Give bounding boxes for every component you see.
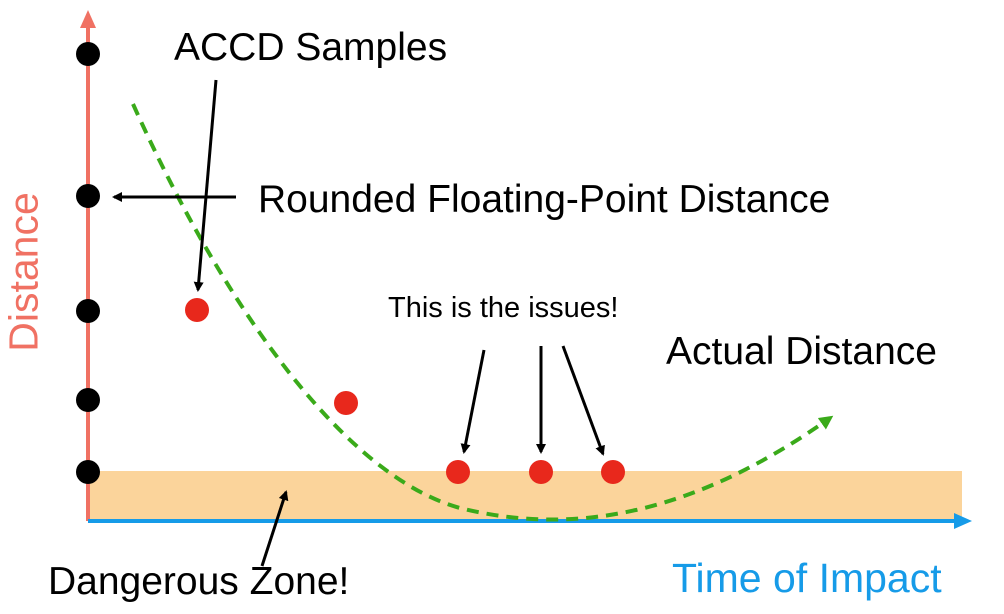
issue-arrow-left bbox=[460, 349, 486, 454]
rounded-distance-dot bbox=[76, 299, 100, 323]
accd-sample-dot bbox=[334, 391, 358, 415]
accd-samples-label: ACCD Samples bbox=[174, 26, 448, 69]
rounded-distance-label: Rounded Floating-Point Distance bbox=[258, 178, 831, 221]
dangerous-zone-arrow bbox=[260, 490, 289, 567]
issue-arrow-right bbox=[561, 345, 605, 456]
rounded-distance-dot bbox=[76, 42, 100, 66]
accd-sample-dot bbox=[601, 460, 625, 484]
dangerous-zone-label: Dangerous Zone! bbox=[48, 560, 350, 603]
y-axis-label: Distance bbox=[0, 192, 47, 352]
accd-samples-arrow bbox=[193, 79, 218, 292]
accd-sample-dot bbox=[446, 460, 470, 484]
accd-sample-dot bbox=[529, 460, 553, 484]
rounded-distance-dot bbox=[76, 184, 100, 208]
dangerous-zone-band bbox=[88, 471, 962, 521]
y-axis-arrowhead bbox=[80, 10, 96, 28]
rounded-distance-dot bbox=[76, 388, 100, 412]
x-axis-label: Time of Impact bbox=[672, 555, 942, 601]
actual-distance-curve bbox=[131, 103, 834, 522]
issues-label: This is the issues! bbox=[388, 292, 619, 324]
x-axis-arrowhead bbox=[954, 513, 972, 529]
rounded-distance-dot bbox=[76, 460, 100, 484]
accd-sample-dot bbox=[185, 298, 209, 322]
actual-distance-label: Actual Distance bbox=[666, 330, 937, 373]
